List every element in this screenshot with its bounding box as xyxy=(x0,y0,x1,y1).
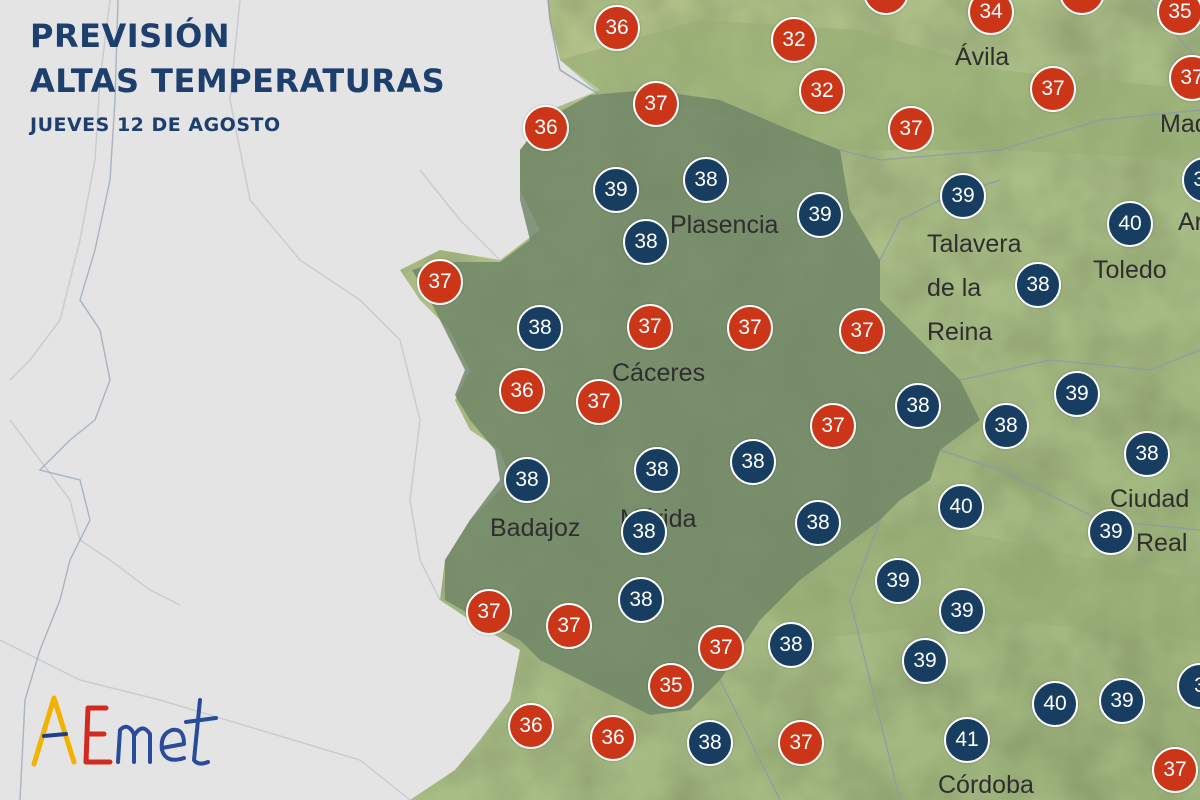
temp-marker[interactable]: 39 xyxy=(797,192,843,238)
title-line-2: ALTAS TEMPERATURAS xyxy=(30,62,446,100)
temp-marker[interactable]: 37 xyxy=(576,379,622,425)
city-label: Mad xyxy=(1160,110,1200,138)
temp-marker[interactable]: 37 xyxy=(727,305,773,351)
city-label: Plasencia xyxy=(670,211,779,239)
temp-marker[interactable]: 38 xyxy=(621,509,667,555)
city-label: Cáceres xyxy=(612,359,706,387)
temp-marker[interactable]: 40 xyxy=(1107,201,1153,247)
aemet-logo xyxy=(31,695,218,767)
temp-marker[interactable]: 37 xyxy=(1169,55,1200,101)
city-label: Ávila xyxy=(955,43,1010,71)
temp-marker[interactable]: 38 xyxy=(634,447,680,493)
temp-marker[interactable]: 39 xyxy=(1054,371,1100,417)
city-label: Real xyxy=(1136,529,1188,557)
temp-marker[interactable]: 36 xyxy=(523,105,569,151)
temp-marker[interactable]: 40 xyxy=(1032,681,1078,727)
temp-marker[interactable]: 38 xyxy=(795,500,841,546)
temp-marker[interactable]: 39 xyxy=(1099,678,1145,724)
temp-marker[interactable]: 38 xyxy=(768,622,814,668)
temp-marker[interactable]: 38 xyxy=(895,383,941,429)
temp-marker[interactable]: 38 xyxy=(618,577,664,623)
temp-marker[interactable]: 35 xyxy=(1157,0,1200,35)
temp-marker[interactable]: 37 xyxy=(466,589,512,635)
temp-marker[interactable]: 36 xyxy=(508,703,554,749)
temp-marker[interactable]: 38 xyxy=(687,720,733,766)
temp-marker[interactable]: 32 xyxy=(799,68,845,114)
temp-marker[interactable]: 37 xyxy=(546,603,592,649)
forecast-date: JUEVES 12 DE AGOSTO xyxy=(30,114,281,136)
temp-marker[interactable]: 37 xyxy=(1030,66,1076,112)
temp-marker[interactable]: 38 xyxy=(504,457,550,503)
temp-marker[interactable]: 38 xyxy=(1124,431,1170,477)
temp-marker[interactable]: 39 xyxy=(939,588,985,634)
temp-marker[interactable]: 38 xyxy=(517,305,563,351)
temp-marker[interactable]: 36 xyxy=(590,715,636,761)
temp-marker[interactable]: 37 xyxy=(778,720,824,766)
city-label: Córdoba xyxy=(938,771,1034,799)
temp-marker[interactable]: 37 xyxy=(633,81,679,127)
city-label: de la xyxy=(927,274,982,302)
city-label: Badajoz xyxy=(490,514,581,542)
temp-marker[interactable]: 37 xyxy=(810,403,856,449)
temp-marker[interactable]: 36 xyxy=(594,5,640,51)
city-label: Reina xyxy=(927,318,993,346)
temp-marker[interactable]: 39 xyxy=(902,638,948,684)
temp-marker[interactable]: 37 xyxy=(888,106,934,152)
temp-marker[interactable]: 37 xyxy=(698,625,744,671)
extremadura-region xyxy=(412,90,980,715)
temp-marker[interactable]: 36 xyxy=(499,368,545,414)
temp-marker[interactable]: 39 xyxy=(875,558,921,604)
temp-marker[interactable]: 38 xyxy=(983,403,1029,449)
title-line-1: PREVISIÓN xyxy=(30,17,231,55)
temp-marker[interactable]: 38 xyxy=(730,439,776,485)
temp-marker[interactable]: 41 xyxy=(944,717,990,763)
temp-marker[interactable]: 37 xyxy=(839,308,885,354)
city-label: Ar xyxy=(1178,208,1200,236)
temp-marker[interactable]: 40 xyxy=(938,484,984,530)
temp-marker[interactable]: 38 xyxy=(623,219,669,265)
temp-marker[interactable]: 37 xyxy=(1152,747,1198,793)
temp-marker[interactable]: 39 xyxy=(1088,509,1134,555)
temp-marker[interactable]: 39 xyxy=(940,173,986,219)
city-label: Toledo xyxy=(1093,256,1167,284)
temp-marker[interactable]: 37 xyxy=(627,304,673,350)
forecast-header: PREVISIÓN ALTAS TEMPERATURAS JUEVES 12 D… xyxy=(30,14,445,136)
temp-marker[interactable]: 32 xyxy=(771,17,817,63)
city-label: Ciudad xyxy=(1110,485,1190,513)
temp-marker[interactable]: 38 xyxy=(1015,262,1061,308)
temp-marker[interactable]: 37 xyxy=(417,259,463,305)
temp-marker[interactable]: 35 xyxy=(648,663,694,709)
temp-marker[interactable]: 38 xyxy=(683,157,729,203)
city-label: Talavera xyxy=(927,230,1022,258)
temp-marker[interactable]: 39 xyxy=(593,167,639,213)
